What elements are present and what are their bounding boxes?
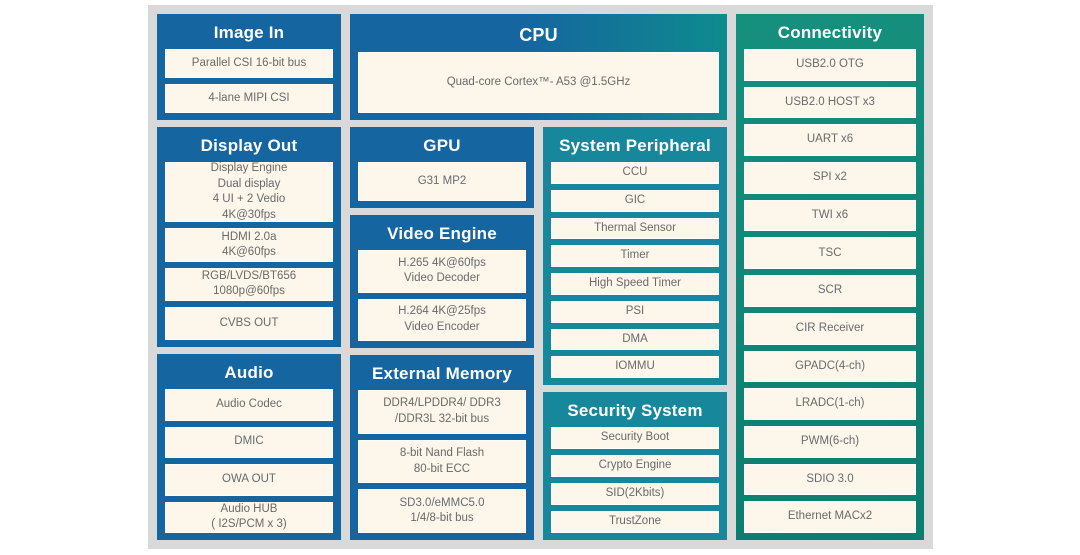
display-out-item: RGB/LVDS/BT656 1080p@60fps bbox=[165, 267, 333, 301]
connectivity-item: CIR Receiver bbox=[744, 312, 916, 345]
system-peripheral-item: Timer bbox=[551, 245, 719, 267]
cpu-item: Quad-core Cortex™- A53 @1.5GHz bbox=[358, 52, 719, 113]
connectivity-item: SDIO 3.0 bbox=[744, 463, 916, 496]
audio-item: Audio Codec bbox=[165, 389, 333, 421]
audio-items: Audio Codec DMIC OWA OUT Audio HUB ( I2S… bbox=[165, 389, 333, 533]
middle-group: CPU Quad-core Cortex™- A53 @1.5GHz GPU G… bbox=[350, 14, 727, 540]
cpu-items: Quad-core Cortex™- A53 @1.5GHz bbox=[358, 52, 719, 113]
middle-row: GPU G31 MP2 Video Engine H.265 4K@60fps … bbox=[350, 127, 727, 540]
image-in-item: Parallel CSI 16-bit bus bbox=[165, 49, 333, 78]
left-column: Image In Parallel CSI 16-bit bus 4-lane … bbox=[157, 14, 341, 540]
display-out-item: CVBS OUT bbox=[165, 306, 333, 341]
system-peripheral-item: PSI bbox=[551, 300, 719, 323]
security-system-item: Security Boot bbox=[551, 427, 719, 449]
connectivity-item: SCR bbox=[744, 275, 916, 307]
system-peripheral-item: High Speed Timer bbox=[551, 273, 719, 295]
video-engine-items: H.265 4K@60fps Video Decoder H.264 4K@25… bbox=[358, 250, 526, 341]
security-system-item: Crypto Engine bbox=[551, 455, 719, 477]
block-title-external-memory: External Memory bbox=[372, 364, 512, 383]
connectivity-item: TSC bbox=[744, 237, 916, 270]
soc-block-diagram-panel: Image In Parallel CSI 16-bit bus 4-lane … bbox=[148, 5, 933, 549]
connectivity-item: LRADC(1-ch) bbox=[744, 388, 916, 420]
connectivity-item: TWI x6 bbox=[744, 199, 916, 232]
block-title-video-engine: Video Engine bbox=[387, 224, 497, 243]
block-title-image-in: Image In bbox=[213, 23, 285, 42]
system-peripheral-item: Thermal Sensor bbox=[551, 217, 719, 240]
connectivity-item: USB2.0 HOST x3 bbox=[744, 86, 916, 119]
block-security-system: Security System Security Boot Crypto Eng… bbox=[543, 392, 727, 540]
system-peripheral-item: GIC bbox=[551, 189, 719, 212]
display-out-item: HDMI 2.0a 4K@60fps bbox=[165, 228, 333, 262]
middle-right-subcolumn: System Peripheral CCU GIC Thermal Sensor… bbox=[543, 127, 727, 540]
connectivity-item: Ethernet MACx2 bbox=[744, 501, 916, 533]
image-in-items: Parallel CSI 16-bit bus 4-lane MIPI CSI bbox=[165, 49, 333, 113]
connectivity-items: USB2.0 OTG USB2.0 HOST x3 UART x6 SPI x2… bbox=[744, 49, 916, 533]
gpu-item: G31 MP2 bbox=[358, 162, 526, 201]
block-title-security-system: Security System bbox=[567, 401, 703, 420]
block-external-memory: External Memory DDR4/LPDDR4/ DDR3 /DDR3L… bbox=[350, 355, 534, 540]
connectivity-item: PWM(6-ch) bbox=[744, 425, 916, 458]
connectivity-item: GPADC(4-ch) bbox=[744, 350, 916, 383]
video-engine-item: H.264 4K@25fps Video Encoder bbox=[358, 298, 526, 341]
block-cpu: CPU Quad-core Cortex™- A53 @1.5GHz bbox=[350, 14, 727, 120]
video-engine-item: H.265 4K@60fps Video Decoder bbox=[358, 250, 526, 293]
connectivity-item: UART x6 bbox=[744, 124, 916, 157]
block-gpu: GPU G31 MP2 bbox=[350, 127, 534, 208]
system-peripheral-item: IOMMU bbox=[551, 356, 719, 378]
image-in-item: 4-lane MIPI CSI bbox=[165, 84, 333, 113]
audio-item: OWA OUT bbox=[165, 464, 333, 496]
block-title-gpu: GPU bbox=[423, 136, 461, 155]
middle-left-subcolumn: GPU G31 MP2 Video Engine H.265 4K@60fps … bbox=[350, 127, 534, 540]
block-connectivity: Connectivity USB2.0 OTG USB2.0 HOST x3 U… bbox=[736, 14, 924, 540]
security-system-items: Security Boot Crypto Engine SID(2Kbits) … bbox=[551, 427, 719, 533]
external-memory-item: SD3.0/eMMC5.0 1/4/8-bit bus bbox=[358, 489, 526, 534]
security-system-item: SID(2Kbits) bbox=[551, 483, 719, 505]
security-system-item: TrustZone bbox=[551, 511, 719, 533]
block-title-audio: Audio bbox=[224, 363, 274, 382]
block-title-display-out: Display Out bbox=[200, 136, 298, 155]
external-memory-item: DDR4/LPDDR4/ DDR3 /DDR3L 32-bit bus bbox=[358, 390, 526, 434]
block-title-connectivity: Connectivity bbox=[777, 23, 883, 42]
external-memory-items: DDR4/LPDDR4/ DDR3 /DDR3L 32-bit bus 8-bi… bbox=[358, 390, 526, 534]
block-audio: Audio Audio Codec DMIC OWA OUT Audio HUB… bbox=[157, 354, 341, 540]
right-column: Connectivity USB2.0 OTG USB2.0 HOST x3 U… bbox=[736, 14, 924, 540]
system-peripheral-item: CCU bbox=[551, 162, 719, 184]
connectivity-item: SPI x2 bbox=[744, 162, 916, 194]
audio-item: DMIC bbox=[165, 426, 333, 458]
system-peripheral-items: CCU GIC Thermal Sensor Timer High Speed … bbox=[551, 162, 719, 378]
system-peripheral-item: DMA bbox=[551, 328, 719, 351]
display-out-items: Display Engine Dual display 4 UI + 2 Ved… bbox=[165, 162, 333, 341]
display-out-item: Display Engine Dual display 4 UI + 2 Ved… bbox=[165, 162, 333, 223]
block-title-system-peripheral: System Peripheral bbox=[559, 136, 711, 155]
block-display-out: Display Out Display Engine Dual display … bbox=[157, 127, 341, 347]
audio-item: Audio HUB ( I2S/PCM x 3) bbox=[165, 501, 333, 533]
block-title-cpu: CPU bbox=[519, 25, 558, 45]
connectivity-item: USB2.0 OTG bbox=[744, 49, 916, 81]
block-system-peripheral: System Peripheral CCU GIC Thermal Sensor… bbox=[543, 127, 727, 385]
block-video-engine: Video Engine H.265 4K@60fps Video Decode… bbox=[350, 215, 534, 348]
external-memory-item: 8-bit Nand Flash 80-bit ECC bbox=[358, 439, 526, 484]
gpu-items: G31 MP2 bbox=[358, 162, 526, 201]
block-image-in: Image In Parallel CSI 16-bit bus 4-lane … bbox=[157, 14, 341, 120]
